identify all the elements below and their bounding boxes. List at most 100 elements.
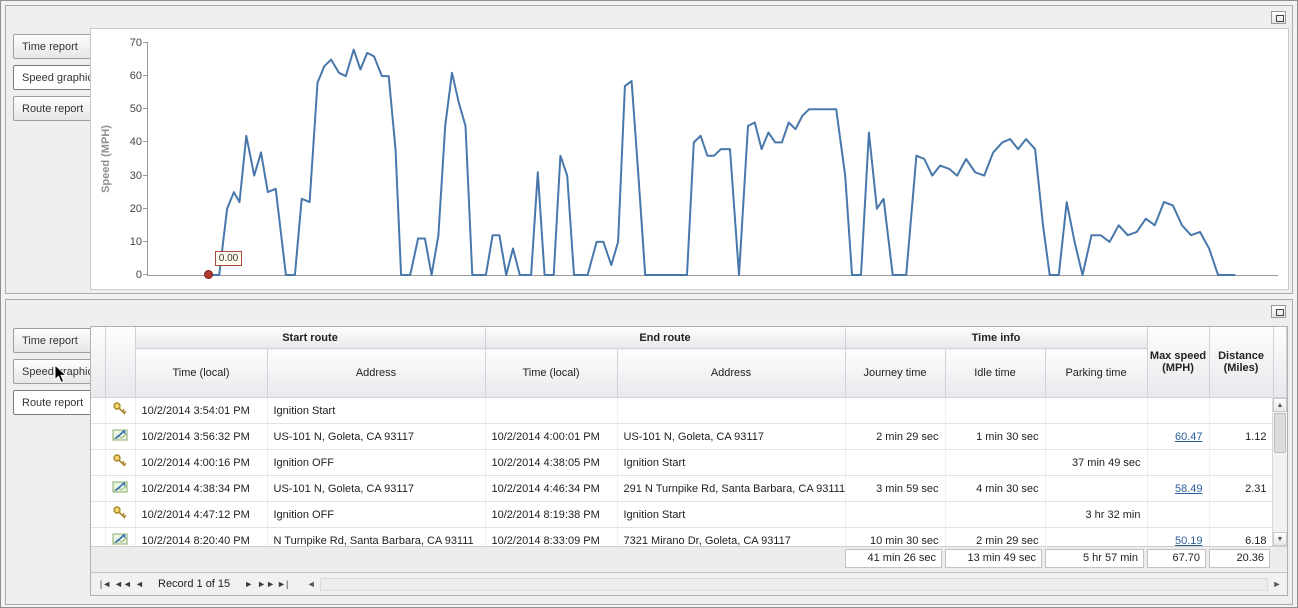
- tab-time-report-top[interactable]: Time report: [13, 34, 95, 59]
- scroll-up-icon[interactable]: ▲: [1273, 398, 1287, 412]
- parking-time-cell: [1045, 475, 1148, 502]
- start-address-cell: Ignition OFF: [267, 449, 486, 476]
- column-header-end-address[interactable]: Address: [617, 348, 846, 398]
- speed-line-series: [206, 48, 1236, 276]
- parking-time-cell: [1045, 423, 1148, 450]
- distance-cell: 2.31: [1209, 475, 1274, 502]
- vertical-scrollbar[interactable]: ▲ ▼: [1272, 398, 1287, 546]
- summary-distance: 20.36: [1209, 549, 1270, 568]
- end-address-cell: Ignition Start: [617, 449, 846, 476]
- chart-plot[interactable]: 0 10 20 30 40 50 60 70 0.00: [130, 37, 1278, 281]
- column-header-idle-time[interactable]: Idle time: [945, 348, 1046, 398]
- end-time-cell: 10/2/2014 8:33:09 PM: [485, 527, 618, 546]
- y-tick-label: 0: [135, 269, 142, 281]
- ignition-key-icon: [105, 501, 136, 528]
- max-speed-link[interactable]: 50.19: [1174, 534, 1203, 547]
- tab-route-report-bottom[interactable]: Route report: [13, 390, 95, 415]
- group-header-start-route[interactable]: Start route: [135, 327, 486, 349]
- column-header-parking-time[interactable]: Parking time: [1045, 348, 1148, 398]
- end-address-cell: [617, 398, 846, 424]
- record-label: Record 1 of 15: [158, 578, 231, 590]
- table-row[interactable]: 10/2/2014 4:38:34 PM US-101 N, Goleta, CA…: [91, 475, 1274, 502]
- end-time-cell: 10/2/2014 4:00:01 PM: [485, 423, 618, 450]
- distance-cell: [1209, 449, 1274, 476]
- max-speed-link[interactable]: 60.47: [1174, 430, 1203, 443]
- table-row[interactable]: 10/2/2014 4:00:16 PM Ignition OFF 10/2/201…: [91, 449, 1274, 476]
- group-header-time-info[interactable]: Time info: [845, 327, 1148, 349]
- column-header-distance[interactable]: Distance (Miles): [1209, 327, 1274, 398]
- start-address-cell: US-101 N, Goleta, CA 93117: [267, 423, 486, 450]
- y-tick-mark: [143, 274, 148, 275]
- start-address-cell: Ignition Start: [267, 398, 486, 424]
- y-tick-mark: [143, 141, 148, 143]
- nav-last-button[interactable]: ►|: [277, 579, 289, 589]
- journey-time-cell: 10 min 30 sec: [845, 527, 946, 546]
- column-header-journey-time[interactable]: Journey time: [845, 348, 946, 398]
- scroll-right-icon[interactable]: ►: [1272, 579, 1282, 589]
- column-header-end-time[interactable]: Time (local): [485, 348, 618, 398]
- idle-time-cell: [945, 449, 1046, 476]
- journey-time-cell: 3 min 59 sec: [845, 475, 946, 502]
- route-report-grid: Start route End route Time info Max spee…: [90, 326, 1288, 596]
- max-speed-link[interactable]: 58.49: [1174, 482, 1203, 495]
- tab-speed-graphic-top[interactable]: Speed graphic: [13, 65, 95, 90]
- horizontal-scrollbar[interactable]: ◄ ►: [303, 576, 1285, 592]
- column-header-max-speed[interactable]: Max speed (MPH): [1147, 327, 1210, 398]
- max-speed-cell: [1147, 398, 1210, 424]
- start-address-cell: Ignition OFF: [267, 501, 486, 528]
- ignition-key-icon: [105, 449, 136, 476]
- collapse-bottom-panel-button[interactable]: [1271, 305, 1286, 318]
- journey-time-cell: [845, 501, 946, 528]
- y-axis-label: Speed (MPH): [100, 125, 112, 193]
- table-row[interactable]: 10/2/2014 4:47:12 PM Ignition OFF 10/2/201…: [91, 501, 1274, 528]
- scroll-left-icon[interactable]: ◄: [306, 579, 316, 589]
- collapse-icon: [1276, 15, 1284, 22]
- collapse-top-panel-button[interactable]: [1271, 11, 1286, 24]
- tab-speed-graphic-bottom[interactable]: Speed graphic: [13, 359, 95, 384]
- vertical-scrollbar-thumb[interactable]: [1274, 413, 1286, 453]
- row-indicator-cell: [91, 475, 106, 502]
- row-indicator-cell: [91, 423, 106, 450]
- max-speed-cell: 50.19: [1147, 527, 1210, 547]
- end-time-cell: [485, 398, 618, 424]
- tab-time-report-bottom[interactable]: Time report: [13, 328, 95, 353]
- horizontal-scrollbar-track[interactable]: [320, 577, 1268, 591]
- tab-route-report-top[interactable]: Route report: [13, 96, 95, 121]
- nav-next-page-button[interactable]: ►►: [257, 579, 275, 589]
- grid-rows-area: 10/2/2014 3:54:01 PM Ignition Start 10/2/2…: [91, 398, 1287, 546]
- row-indicator-cell: [91, 527, 106, 546]
- column-header-start-time[interactable]: Time (local): [135, 348, 268, 398]
- scroll-down-icon[interactable]: ▼: [1273, 532, 1287, 546]
- parking-time-cell: 3 hr 32 min: [1045, 501, 1148, 528]
- start-point-marker[interactable]: [203, 270, 213, 279]
- row-indicator-cell: [91, 501, 106, 528]
- y-tick-mark: [143, 42, 148, 43]
- nav-first-button[interactable]: |◄: [99, 579, 112, 589]
- parking-time-cell: [1045, 527, 1148, 546]
- table-row[interactable]: 10/2/2014 8:20:40 PM N Turnpike Rd, Santa…: [91, 527, 1274, 547]
- nav-prev-page-button[interactable]: ◄◄: [114, 579, 132, 589]
- grid-header: Start route End route Time info Max spee…: [91, 327, 1288, 398]
- end-address-cell: 291 N Turnpike Rd, Santa Barbara, CA 931…: [617, 475, 846, 502]
- max-speed-cell: [1147, 501, 1210, 528]
- idle-time-cell: 4 min 30 sec: [945, 475, 1046, 502]
- start-time-cell: 10/2/2014 3:54:01 PM: [135, 398, 268, 424]
- y-tick-label: 10: [129, 235, 142, 248]
- nav-next-button[interactable]: ►: [244, 579, 254, 589]
- table-row[interactable]: 10/2/2014 3:54:01 PM Ignition Start: [91, 398, 1274, 424]
- parking-time-cell: [1045, 398, 1148, 424]
- y-tick-label: 40: [129, 136, 142, 149]
- column-header-start-address[interactable]: Address: [267, 348, 486, 398]
- nav-prev-button[interactable]: ◄: [135, 579, 144, 589]
- collapse-icon: [1276, 309, 1284, 316]
- y-tick-mark: [143, 108, 148, 110]
- max-speed-cell: 60.47: [1147, 423, 1210, 450]
- y-tick-mark: [143, 207, 148, 209]
- table-row[interactable]: 10/2/2014 3:56:32 PM US-101 N, Goleta, CA…: [91, 423, 1274, 450]
- top-tab-list: Time report Speed graphic Route report: [13, 34, 97, 127]
- group-header-end-route[interactable]: End route: [485, 327, 846, 349]
- summary-max-speed: 67.70: [1147, 549, 1206, 568]
- end-time-cell: 10/2/2014 4:38:05 PM: [485, 449, 618, 476]
- start-time-cell: 10/2/2014 8:20:40 PM: [135, 527, 268, 546]
- start-time-cell: 10/2/2014 4:47:12 PM: [135, 501, 268, 528]
